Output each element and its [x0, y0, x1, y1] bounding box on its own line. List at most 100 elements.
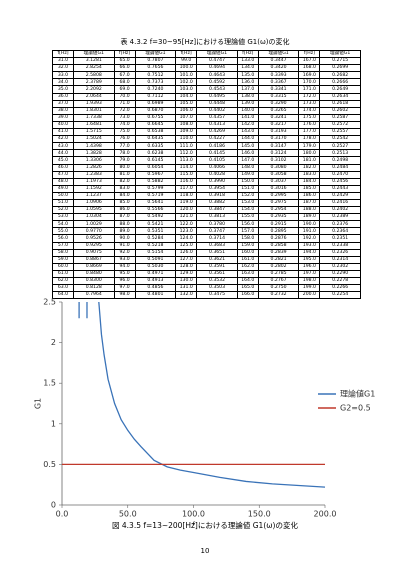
table-row: 36.0 2.0644 70.0 0.7112 104.0 0.4495 138.0 0.33… — [52, 92, 361, 101]
table-cell: 0.4495 — [196, 92, 238, 101]
table-cell: 0.4747 — [196, 57, 238, 66]
table-cell: 162.0 — [236, 262, 259, 271]
table-body: f[Hz] 理論値G1 f[Hz] 理論値G1 f[Hz] 理論値G1 f[Hz] 理論値G1… — [52, 49, 361, 300]
table-cell: 0.3341 — [257, 85, 300, 94]
table-cell: 187.0 — [298, 198, 321, 208]
table-cell: 0.4592 — [196, 78, 238, 87]
y-axis-label: G1 — [34, 398, 43, 409]
table-row: 63.0 0.8128 97.0 0.4856 131.0 0.3503 165.0 0.27… — [52, 284, 361, 293]
table-cell: 0.6238 — [134, 149, 177, 158]
table-cell: 136.0 — [236, 78, 259, 87]
table-cell: 0.2351 — [319, 234, 361, 243]
table-cell: 0.3532 — [196, 276, 238, 286]
table-cell: 73.0 — [113, 113, 136, 122]
table-cell: 理論値G1 — [257, 49, 300, 59]
table-cell: 100.0 — [175, 64, 198, 73]
table-cell: 60.0 — [52, 262, 74, 271]
chart: 0 0.5 1 1.5 2 2.5 0.0 50.0 100.0 150.0 200.0 f G1 理論値… — [34, 298, 376, 526]
table-cell: 0.3954 — [196, 184, 238, 193]
table-cell: 1.0304 — [73, 213, 115, 222]
table-cell: 115.0 — [175, 170, 198, 179]
table-cell: 99.0 — [175, 57, 198, 66]
table-cell: 51.0 — [52, 198, 74, 208]
table-cell: 141.0 — [236, 113, 259, 122]
table-cell: 123.0 — [175, 227, 198, 236]
table-cell: 197.0 — [298, 269, 321, 279]
table-cell: 0.2802 — [257, 262, 300, 271]
table-cell: 0.3080 — [257, 163, 300, 172]
table-cell: f[Hz] — [52, 49, 74, 59]
table-cell: 140.0 — [236, 106, 259, 115]
table-cell: 0.2587 — [319, 113, 361, 122]
table-cell: 184.0 — [298, 177, 321, 186]
table-cell: 1.7338 — [73, 113, 115, 122]
table-cell: 118.0 — [175, 191, 198, 200]
table-cell: 0.5421 — [134, 220, 177, 229]
table-cell: 186.0 — [298, 191, 321, 200]
table-cell: 87.0 — [113, 213, 136, 222]
table-cell: 150.0 — [236, 177, 259, 186]
table-cell: 0.3393 — [257, 71, 300, 80]
table-row: 40.0 1.6481 74.0 0.6645 108.0 0.4313 142.0 0.32… — [52, 120, 361, 130]
table-cell: 80.0 — [113, 163, 136, 172]
table-cell: 164.0 — [236, 276, 259, 286]
table-cell: 0.2484 — [319, 163, 361, 172]
y-tick-label: 2.5 — [43, 298, 56, 307]
table-cell: 2.3789 — [73, 78, 115, 87]
table-cell: 38.0 — [52, 106, 74, 115]
table-cell: 101.0 — [175, 71, 198, 80]
table-row: 39.0 1.7338 73.0 0.6755 107.0 0.4357 141.0 0.32… — [52, 113, 361, 122]
table-cell: 98.0 — [113, 291, 136, 300]
page-number: 10 — [200, 547, 210, 555]
table-cell: 0.3621 — [196, 255, 238, 264]
table-cell: 0.3813 — [196, 213, 238, 222]
table-cell: 137.0 — [236, 85, 259, 94]
table-cell: 0.5882 — [134, 177, 177, 186]
table-cell: 0.2326 — [319, 248, 361, 257]
table-cell: 0.3265 — [257, 106, 300, 115]
table-cell: 0.7240 — [134, 85, 177, 94]
table-cell: 0.2649 — [319, 85, 361, 94]
table-cell: 0.4028 — [196, 170, 238, 179]
table-cell: 86.0 — [113, 206, 136, 215]
table-cell: 89.0 — [113, 227, 136, 236]
table-cell: 0.3780 — [196, 220, 238, 229]
table-cell: 0.4913 — [134, 276, 177, 286]
table-cell: 158.0 — [236, 234, 259, 243]
table-cell: 170.0 — [298, 78, 321, 87]
table-cell: 79.0 — [113, 156, 136, 165]
table-cell: 0.2278 — [319, 276, 361, 286]
table-cell: 36.0 — [52, 92, 74, 101]
table-cell: 理論値G1 — [319, 49, 361, 59]
table-cell: 111.0 — [175, 142, 198, 151]
table-cell: 0.3990 — [196, 177, 238, 186]
table-cell: 0.6645 — [134, 120, 177, 130]
table-cell: 172.0 — [298, 92, 321, 101]
table-cell: 0.2429 — [319, 191, 361, 200]
table-row: 54.0 1.0029 88.0 0.5421 122.0 0.3780 156.0 0.29… — [52, 220, 361, 229]
table-cell: 104.0 — [175, 92, 198, 101]
table-row: 50.0 1.1237 84.0 0.5719 118.0 0.3918 152.0 0.29… — [52, 191, 361, 200]
table-cell: 0.2839 — [257, 248, 300, 257]
table-cell: 0.4145 — [196, 149, 238, 158]
table-row: 47.0 1.2383 81.0 0.5967 115.0 0.4028 149.0 0.30… — [52, 170, 361, 179]
table-cell: 0.2602 — [319, 106, 361, 115]
table-cell: 61.0 — [52, 269, 74, 279]
table-cell: 191.0 — [298, 227, 321, 236]
table-cell: 0.7512 — [134, 71, 177, 80]
table-cell: 129.0 — [175, 269, 198, 279]
table-cell: 66.0 — [113, 64, 136, 73]
table-cell: f[Hz] — [175, 49, 198, 59]
table-cell: 0.3882 — [196, 198, 238, 208]
table-cell: 0.5091 — [134, 255, 177, 264]
table-cell: 0.4694 — [196, 64, 238, 73]
table-cell: 0.8669 — [73, 262, 115, 271]
table-cell: 0.2443 — [319, 184, 361, 193]
table-cell: 0.5154 — [134, 248, 177, 257]
table-cell: 1.0595 — [73, 206, 115, 215]
table-cell: 0.3420 — [257, 64, 300, 73]
table-cell: 195.0 — [298, 255, 321, 264]
table-cell: 152.0 — [236, 191, 259, 200]
table-cell: 37.0 — [52, 99, 74, 108]
table-cell: 35.0 — [52, 85, 74, 94]
